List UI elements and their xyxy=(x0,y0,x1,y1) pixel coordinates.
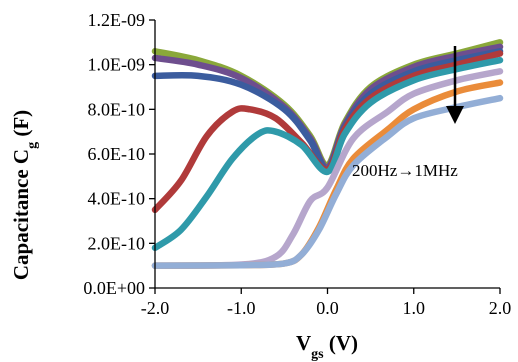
x-tick-label: 0.0 xyxy=(316,298,339,318)
x-tick-label: -2.0 xyxy=(141,298,170,318)
y-tick-label: 0.0E+00 xyxy=(83,278,145,298)
x-tick-label: -1.0 xyxy=(227,298,256,318)
x-tick-label: 1.0 xyxy=(403,298,426,318)
y-tick-label: 6.0E-10 xyxy=(88,144,146,164)
y-tick-label: 1.0E-09 xyxy=(88,55,146,75)
y-tick-label: 4.0E-10 xyxy=(88,189,146,209)
series-line-5 xyxy=(151,56,504,252)
y-tick-label: 8.0E-10 xyxy=(88,99,146,119)
y-tick-label: 2.0E-10 xyxy=(88,233,146,253)
frequency-annotation: 200Hz→1MHz xyxy=(352,161,458,180)
x-tick-label: 2.0 xyxy=(489,298,512,318)
tick-layer: 0.0E+00 2.0E-10 4.0E-10 6.0E-10 8.0E-10 1.0E-… xyxy=(83,10,511,318)
trend-arrow xyxy=(446,46,464,124)
y-axis-title: Capacitance Cg (F) xyxy=(9,110,40,280)
x-axis-title: Vgs (V) xyxy=(296,331,358,362)
series-line-8 xyxy=(151,94,504,269)
y-tick-label: 1.2E-09 xyxy=(88,10,146,30)
series-layer xyxy=(151,39,504,269)
